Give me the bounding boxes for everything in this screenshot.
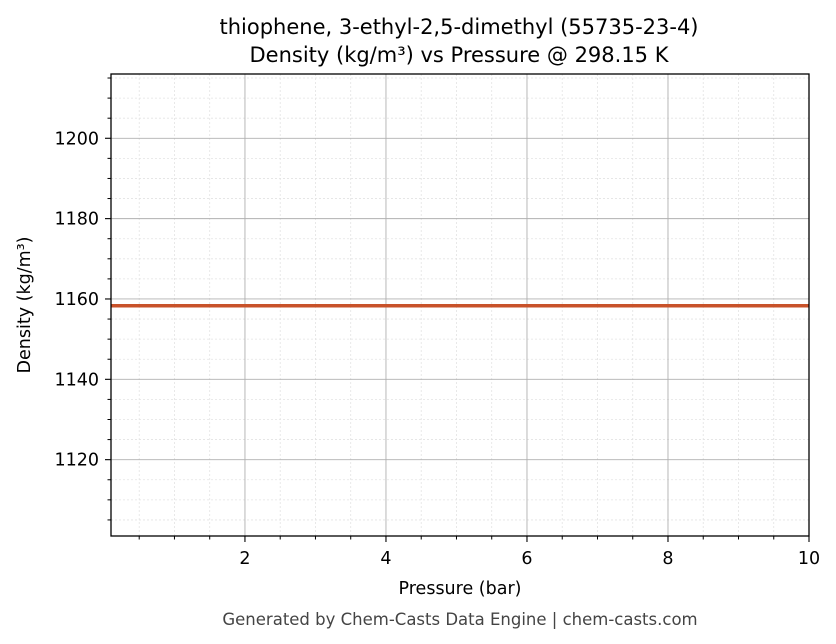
footer-credit: Generated by Chem-Casts Data Engine | ch…: [222, 610, 697, 629]
y-axis-label: Density (kg/m³): [15, 237, 35, 374]
chart-subtitle: Density (kg/m³) vs Pressure @ 298.15 K: [249, 43, 669, 67]
x-tick-label: 6: [521, 549, 532, 569]
x-tick-label: 10: [798, 549, 820, 569]
x-tick-label: 8: [662, 549, 673, 569]
chart-title: thiophene, 3-ethyl-2,5-dimethyl (55735-2…: [219, 15, 698, 39]
x-axis-ticks: 2 4 6 8 10: [138, 536, 820, 569]
y-tick-label: 1200: [54, 129, 99, 149]
x-axis-label: Pressure (bar): [399, 579, 522, 599]
y-tick-label: 1140: [54, 370, 99, 390]
minor-grid: [111, 74, 809, 536]
y-tick-label: 1120: [54, 451, 99, 471]
plot-frame: [110, 73, 810, 537]
y-tick-label: 1160: [54, 290, 99, 310]
x-tick-label: 2: [239, 549, 250, 569]
y-tick-label: 1180: [54, 210, 99, 230]
x-tick-label: 4: [380, 549, 391, 569]
y-axis-ticks: 1120 1140 1160 1180 1200: [54, 77, 111, 521]
